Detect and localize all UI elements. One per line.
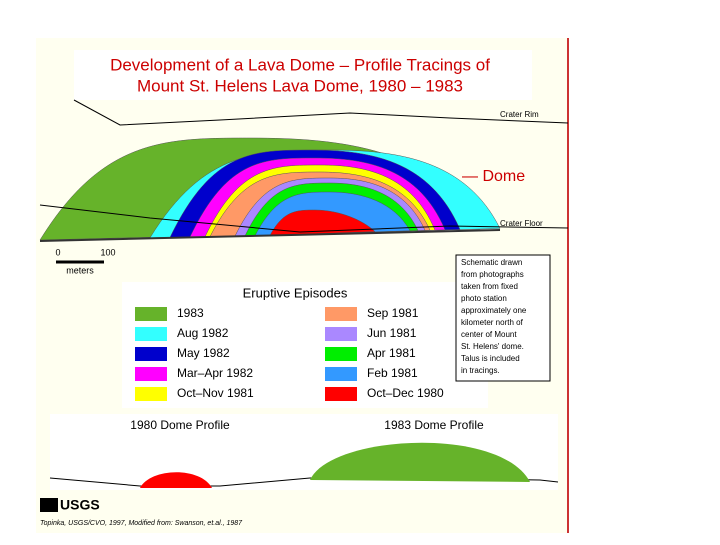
legend-swatch bbox=[135, 367, 167, 381]
crater-rim-line bbox=[73, 99, 569, 126]
note-box bbox=[455, 254, 551, 382]
title-line: Mount St. Helens Lava Dome, 1980 – 1983 bbox=[137, 76, 463, 95]
legend-swatch bbox=[325, 327, 357, 341]
note-line: center of Mount bbox=[461, 330, 517, 339]
legend-swatch bbox=[135, 327, 167, 341]
dome-label: — Dome bbox=[462, 168, 525, 185]
note-line: from photographs bbox=[461, 270, 524, 279]
dome-1983 bbox=[310, 442, 530, 482]
note-line: in tracings. bbox=[461, 366, 500, 375]
title-box bbox=[74, 50, 532, 100]
note: Schematic drawn from photographs taken fro… bbox=[461, 258, 527, 375]
scale-label: 100 bbox=[100, 247, 115, 257]
logo-mark bbox=[40, 498, 58, 512]
legend-label: Jun 1981 bbox=[367, 326, 417, 340]
bottom-ground bbox=[49, 477, 559, 487]
note-line: photo station bbox=[461, 294, 507, 303]
legend-label: 1983 bbox=[177, 306, 204, 320]
legend-label: May 1982 bbox=[177, 346, 230, 360]
credit: Topinka, USGS/CVO, 1997, Modified from: … bbox=[40, 520, 243, 527]
legend-title: Eruptive Episodes bbox=[243, 285, 348, 300]
crater-floor-label: Crater Floor bbox=[500, 219, 543, 228]
note-line: St. Helens' dome. bbox=[461, 342, 524, 351]
scale-unit: meters bbox=[66, 265, 94, 275]
legend-swatch bbox=[135, 347, 167, 361]
dome-episode bbox=[269, 209, 376, 236]
legend-label: Oct–Dec 1980 bbox=[367, 386, 444, 400]
note-line: taken from fixed bbox=[461, 282, 518, 291]
profile-label: 1983 Dome Profile bbox=[384, 418, 484, 432]
logo: USGS bbox=[60, 497, 100, 513]
legend-swatch bbox=[325, 387, 357, 401]
note-line: approximately one bbox=[461, 306, 527, 315]
legend-swatch bbox=[325, 347, 357, 361]
ground-line bbox=[39, 229, 501, 242]
note-line: Schematic drawn bbox=[461, 258, 522, 267]
legend-box bbox=[122, 282, 488, 408]
legend-label: Apr 1981 bbox=[367, 346, 416, 360]
crater-floor-line bbox=[39, 204, 569, 233]
legend-label: Aug 1982 bbox=[177, 326, 229, 340]
legend-swatch bbox=[325, 307, 357, 321]
legend: 1983 Aug 1982 May 1982 Mar–Apr 1982 Oct–Nov … bbox=[135, 306, 444, 401]
legend-swatch bbox=[325, 367, 357, 381]
dome-1980 bbox=[140, 472, 212, 488]
legend-swatch bbox=[135, 387, 167, 401]
legend-label: Oct–Nov 1981 bbox=[177, 386, 254, 400]
crater-rim-label: Crater Rim bbox=[500, 110, 539, 119]
note-line: Talus is included bbox=[461, 354, 520, 363]
legend-label: Feb 1981 bbox=[367, 366, 418, 380]
profile-label: 1980 Dome Profile bbox=[130, 418, 230, 432]
title-line: Development of a Lava Dome – Profile Tra… bbox=[110, 55, 490, 74]
legend-swatch bbox=[135, 307, 167, 321]
dome-tracings bbox=[39, 137, 501, 241]
scale-label: 0 bbox=[55, 247, 60, 257]
legend-label: Sep 1981 bbox=[367, 306, 419, 320]
legend-label: Mar–Apr 1982 bbox=[177, 366, 253, 380]
note-line: kilometer north of bbox=[461, 318, 524, 327]
